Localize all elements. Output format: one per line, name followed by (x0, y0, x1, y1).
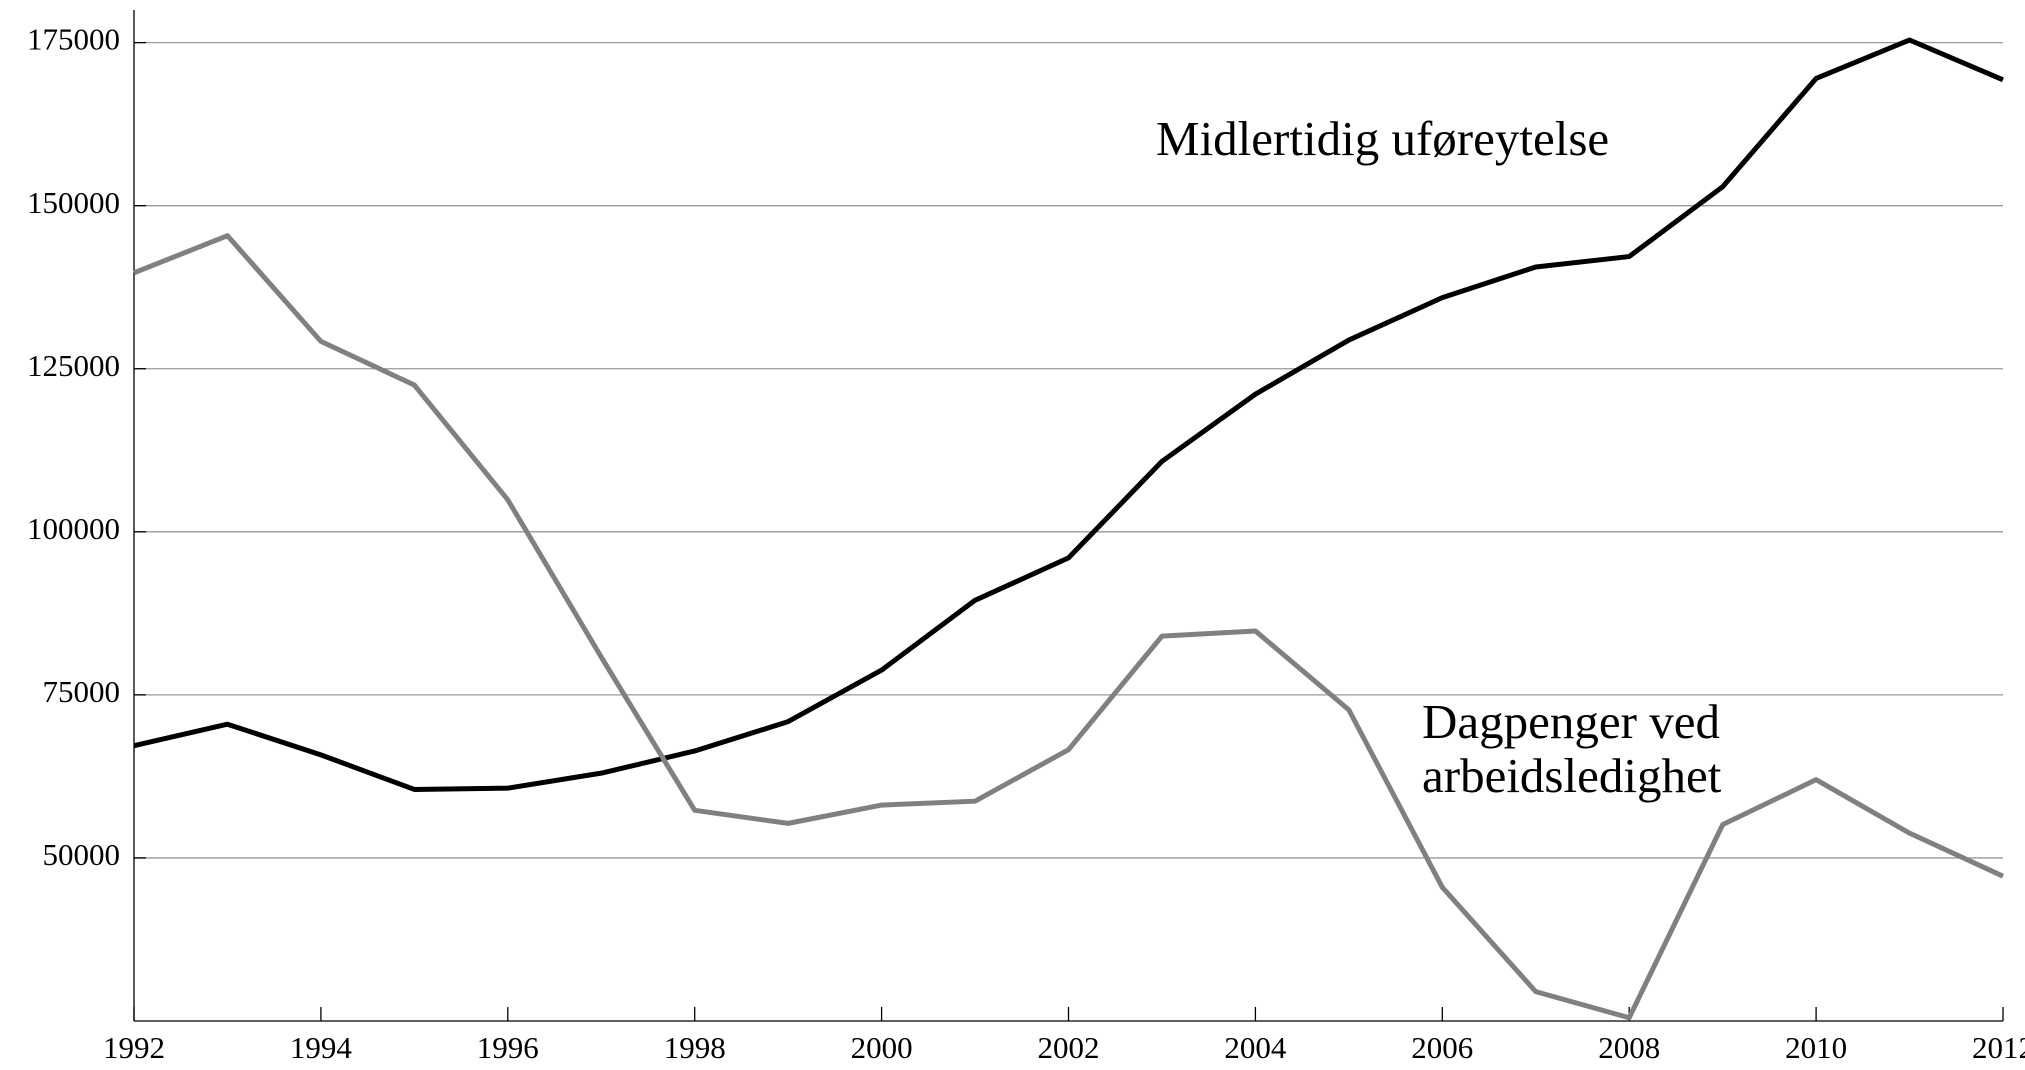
y-tick-label: 175000 (27, 22, 120, 57)
y-tick-label: 75000 (43, 674, 121, 709)
x-tick-label: 1992 (103, 1030, 165, 1065)
series-line (133, 37, 2004, 792)
x-tick-label: 2004 (1224, 1030, 1287, 1065)
x-tick-label: 1994 (290, 1030, 353, 1065)
series-annotation: Dagpenger ved arbeidsledighet (1422, 694, 1722, 803)
series-line (133, 233, 2005, 1021)
x-tick-label: 2010 (1785, 1030, 1847, 1065)
x-tick-label: 2008 (1598, 1030, 1660, 1065)
x-tick-label: 2000 (851, 1030, 913, 1065)
y-tick-label: 50000 (43, 837, 121, 872)
series-annotation: Midlertidig uføreytelse (1156, 111, 1610, 166)
x-tick-label: 2002 (1038, 1030, 1100, 1065)
y-tick-label: 150000 (27, 185, 120, 220)
y-tick-label: 100000 (27, 511, 120, 546)
x-tick-label: 1996 (477, 1030, 539, 1065)
y-tick-label: 125000 (27, 348, 120, 383)
x-tick-label: 1998 (664, 1030, 726, 1065)
x-tick-label: 2006 (1411, 1030, 1473, 1065)
x-tick-label: 2012 (1972, 1030, 2025, 1065)
